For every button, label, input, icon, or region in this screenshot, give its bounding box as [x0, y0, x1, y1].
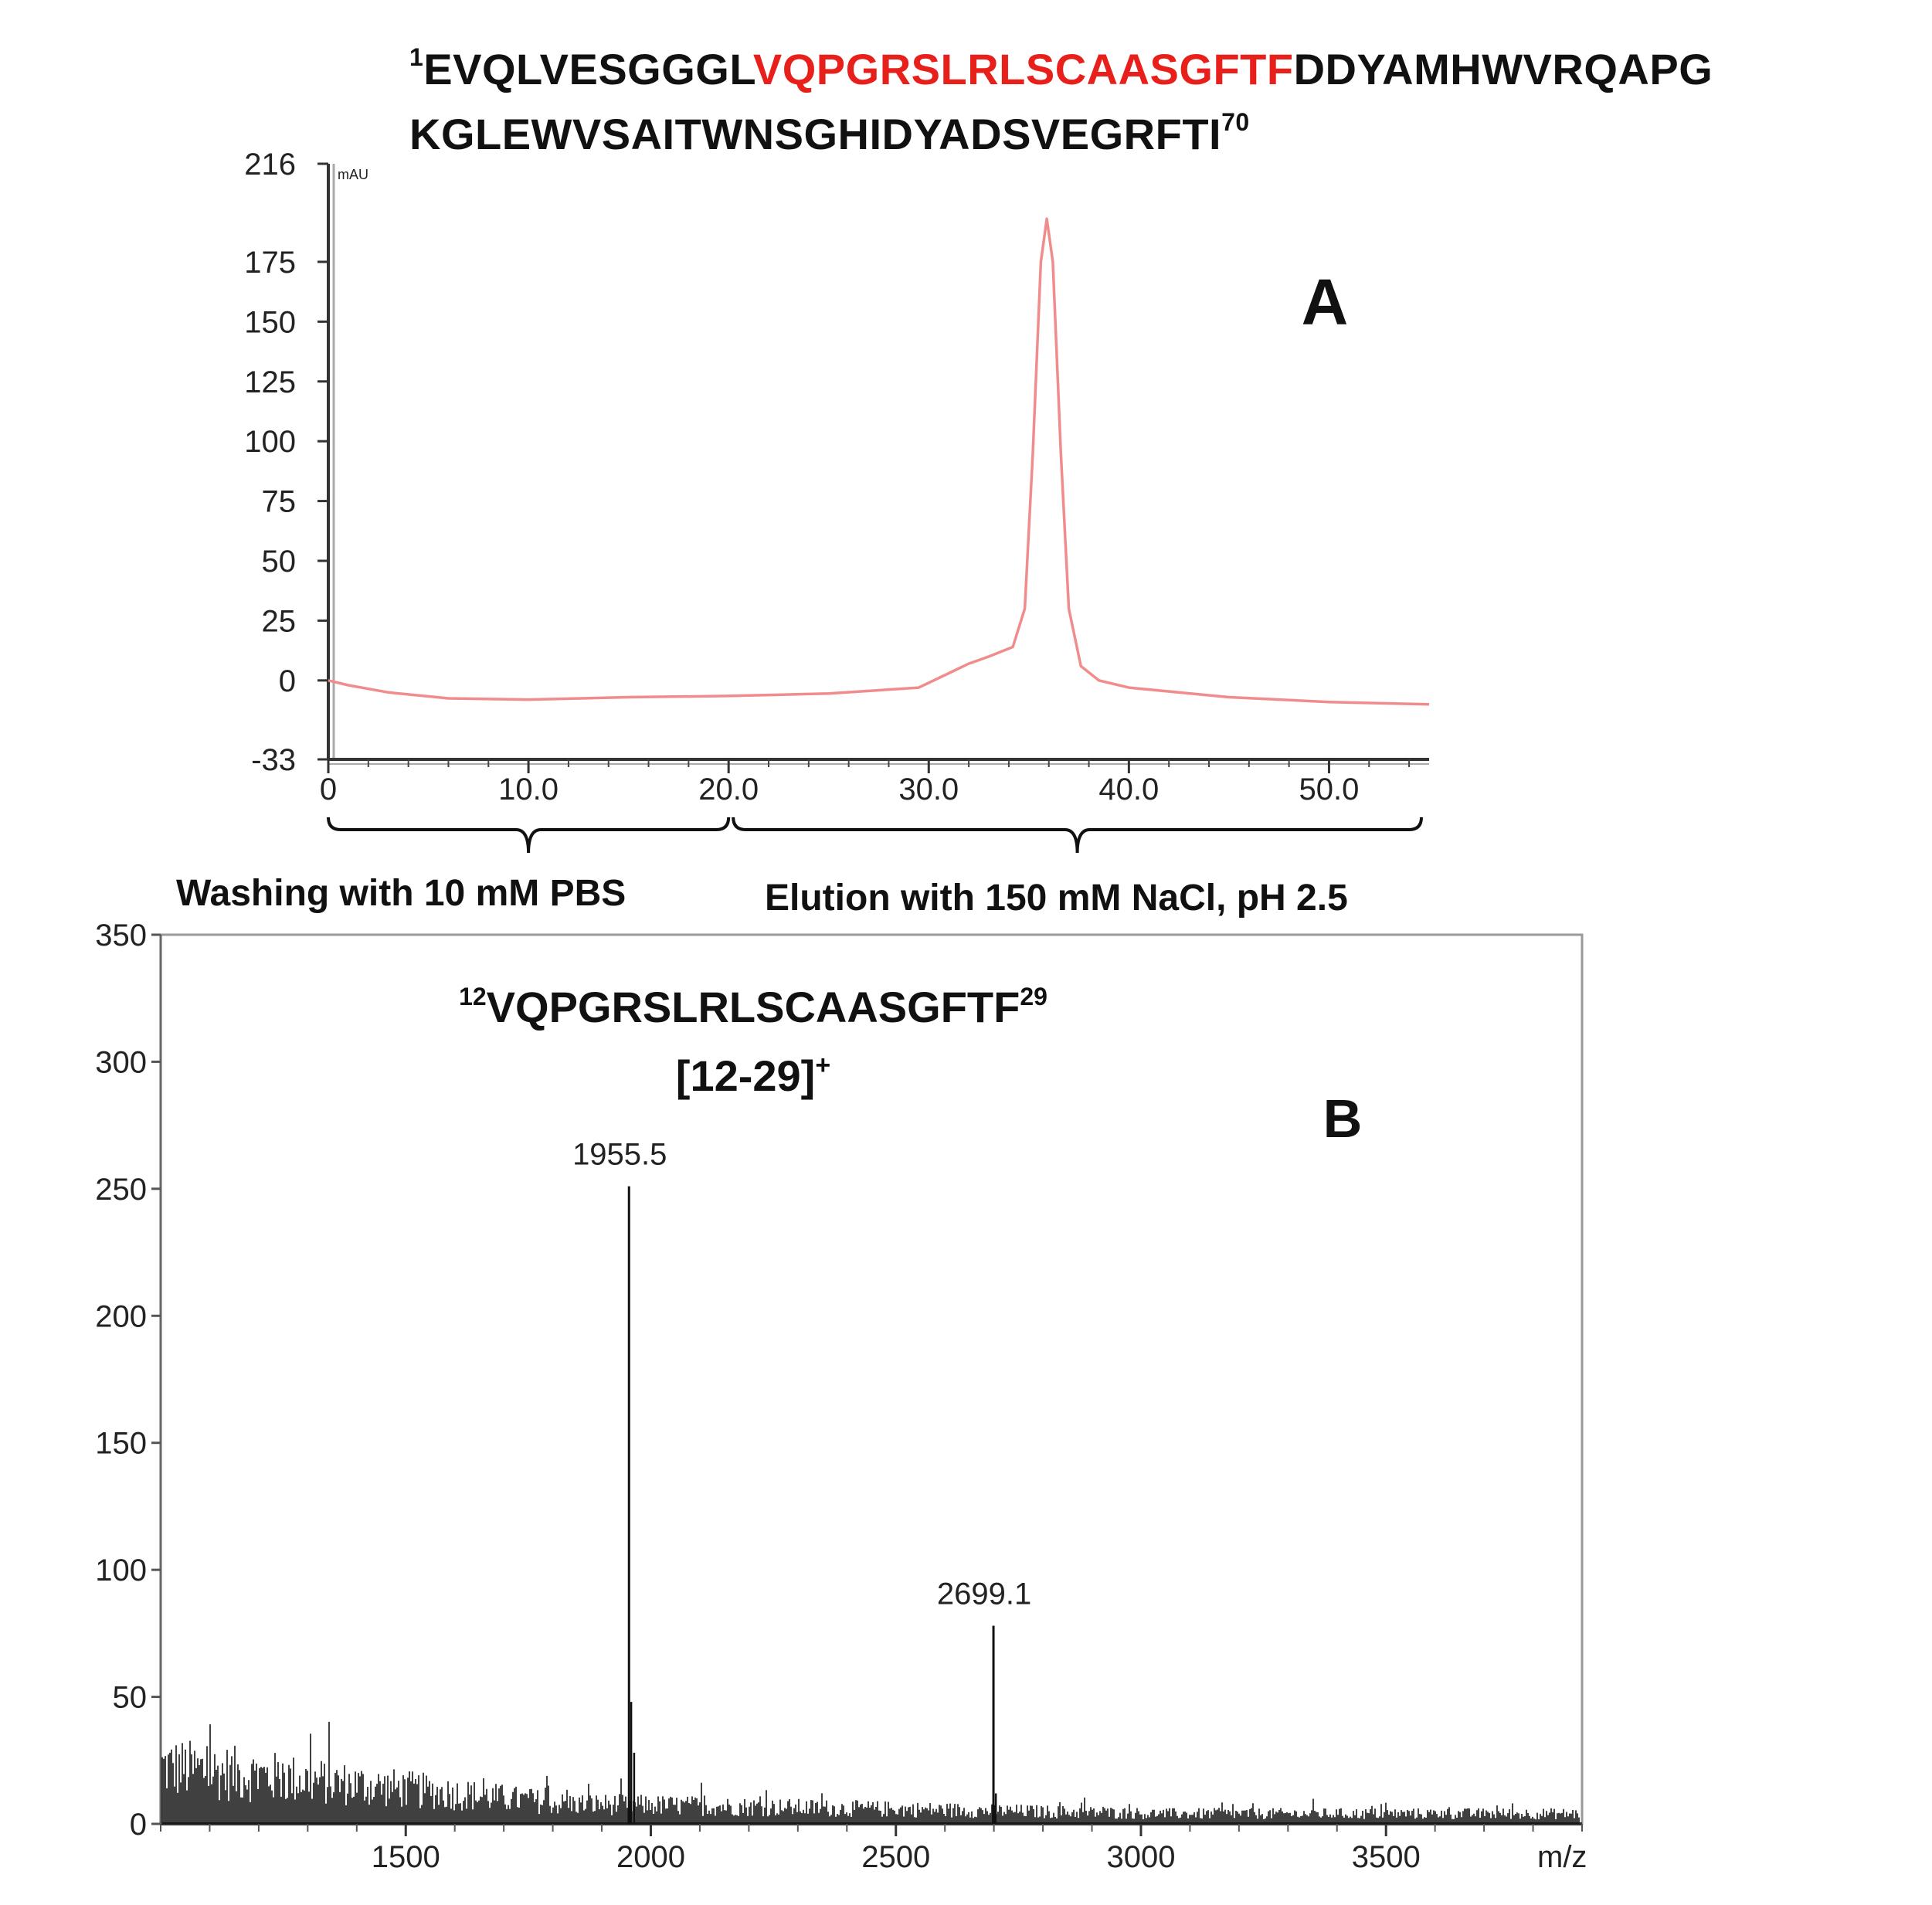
- sequence-post: DDYAMHWVRQAPG: [1293, 45, 1713, 93]
- x-axis-label: m/z: [1537, 1840, 1587, 1874]
- y-tick-label: 0: [130, 1808, 147, 1842]
- y-tick-label: 0: [279, 664, 296, 698]
- x-tick-label: 3500: [1352, 1840, 1421, 1874]
- elution-label: Elution with 150 mM NaCl, pH 2.5: [765, 878, 1348, 919]
- y-tick-label: 25: [262, 604, 297, 638]
- y-tick-label: 50: [113, 1681, 148, 1715]
- peak-label: 1955.5: [572, 1138, 667, 1172]
- sequence-start-number: 1: [409, 43, 424, 71]
- y-tick-label: 75: [262, 485, 297, 519]
- x-tick-label: 1500: [372, 1840, 440, 1874]
- y-unit-label: mAU: [338, 167, 368, 182]
- plot-frame: [159, 933, 1584, 1825]
- x-tick-label: 30.0: [898, 773, 959, 806]
- peptide-annotation: 12VQPGRSLRLSCAASGFTF29: [459, 983, 1047, 1031]
- y-tick-label: 100: [244, 425, 296, 459]
- x-tick-label: 2500: [861, 1840, 930, 1874]
- y-tick-label: 250: [95, 1173, 147, 1207]
- spectrum-noise: [161, 1721, 1580, 1824]
- sequence-line-2: KGLEWVSAITWNSGHIDYADSVEGRFTI70: [409, 110, 1250, 156]
- y-tick-label: 350: [95, 919, 147, 952]
- x-tick-label: 2000: [616, 1840, 685, 1874]
- y-tick-label: 300: [95, 1045, 147, 1079]
- washing-label: Washing with 10 mM PBS: [176, 873, 626, 914]
- y-tick-label: 175: [244, 246, 296, 280]
- x-tick-label: 3000: [1106, 1840, 1175, 1874]
- sequence-highlight: VQPGRSLRLSCAASGFTF: [752, 45, 1294, 93]
- x-tick-label: 50.0: [1299, 773, 1360, 806]
- sequence-pre: EVQLVESGGGL: [423, 45, 753, 93]
- y-tick-label: -33: [251, 743, 296, 777]
- panel-label-b: B: [1323, 1088, 1363, 1149]
- y-tick-label: 50: [262, 545, 297, 579]
- chromatogram-chart: mAU 216 175 150 125 100 75 50 25 0 -33 0 10.0 20.0 30.…: [176, 148, 1430, 919]
- chromatogram-trace: [328, 217, 1430, 706]
- x-tick-label: 0: [320, 773, 337, 806]
- y-tick-label: 150: [244, 305, 296, 339]
- washing-brace: [327, 817, 731, 854]
- y-tick-label: 150: [95, 1427, 147, 1461]
- y-tick-label: 216: [244, 148, 296, 182]
- y-tick-label: 125: [244, 365, 296, 399]
- y-tick-label: 100: [95, 1554, 147, 1588]
- x-tick-label: 10.0: [498, 773, 559, 806]
- sequence-line2-text: KGLEWVSAITWNSGHIDYADSVEGRFTI: [409, 110, 1222, 158]
- peak-label: 2699.1: [937, 1577, 1031, 1611]
- x-tick-label: 40.0: [1098, 773, 1159, 806]
- sequence-line-1: 1EVQLVESGGGLVQPGRSLRLSCAASGFTFDDYAMHWVRQ…: [409, 45, 1713, 91]
- elution-brace: [732, 817, 1423, 854]
- x-tick-label: 20.0: [698, 773, 759, 806]
- fragment-annotation: [12-29]+: [676, 1051, 830, 1100]
- sequence-end-number: 70: [1221, 108, 1250, 136]
- panel-label-a: A: [1302, 266, 1349, 338]
- y-tick-label: 200: [95, 1299, 147, 1333]
